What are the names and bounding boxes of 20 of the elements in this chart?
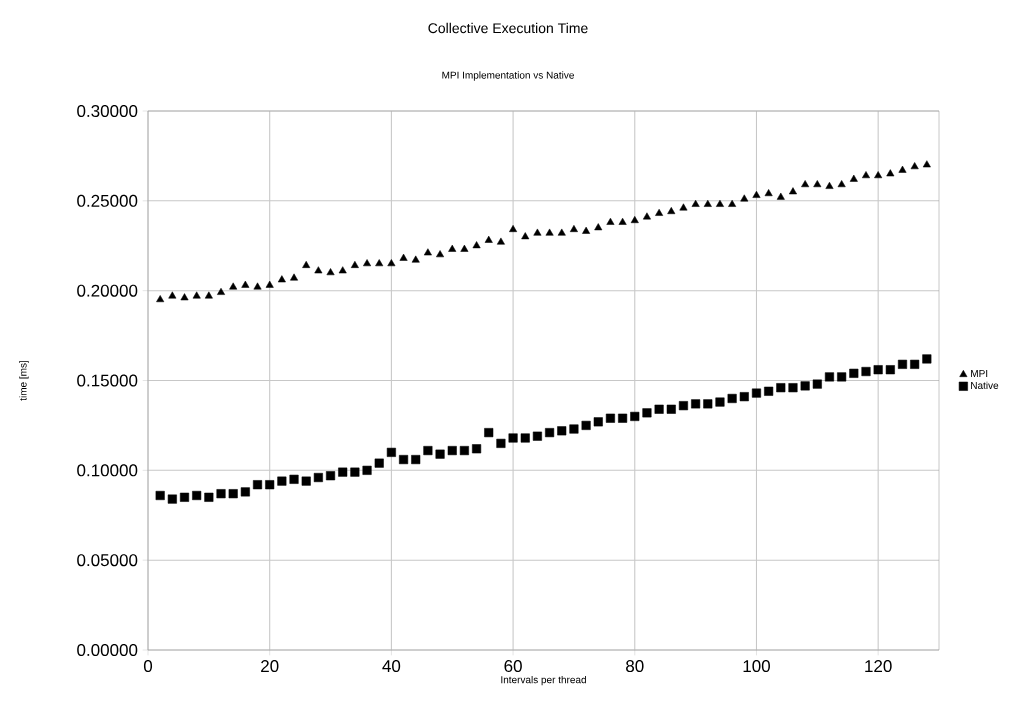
x-tick-label: 40 — [382, 660, 401, 673]
y-tick-label: 0.25000 — [77, 194, 138, 207]
x-tick-label: 60 — [504, 660, 522, 673]
x-tick-label: 80 — [626, 660, 644, 673]
y-tick-label: 0.20000 — [77, 284, 138, 297]
x-tick-label: 100 — [743, 660, 770, 673]
x-axis-title: Intervals per thread — [501, 675, 586, 686]
y-axis-title: time [ms] — [19, 360, 29, 401]
y-tick-label: 0.10000 — [77, 464, 138, 477]
chart-subtitle: MPI Implementation vs Native — [442, 71, 574, 81]
x-tick-label: 20 — [261, 660, 279, 673]
chart-title: Collective Execution Time — [428, 22, 588, 34]
y-tick-label: 0.30000 — [77, 104, 138, 118]
y-tick-label: 0.05000 — [77, 554, 138, 567]
legend-label: MPI — [971, 370, 988, 377]
y-tick-label: 0.00000 — [77, 643, 138, 657]
legend-label: Native — [971, 381, 999, 389]
y-tick-label: 0.15000 — [77, 374, 138, 387]
x-tick-label: 0 — [143, 660, 153, 673]
x-tick-label: 120 — [865, 660, 892, 673]
